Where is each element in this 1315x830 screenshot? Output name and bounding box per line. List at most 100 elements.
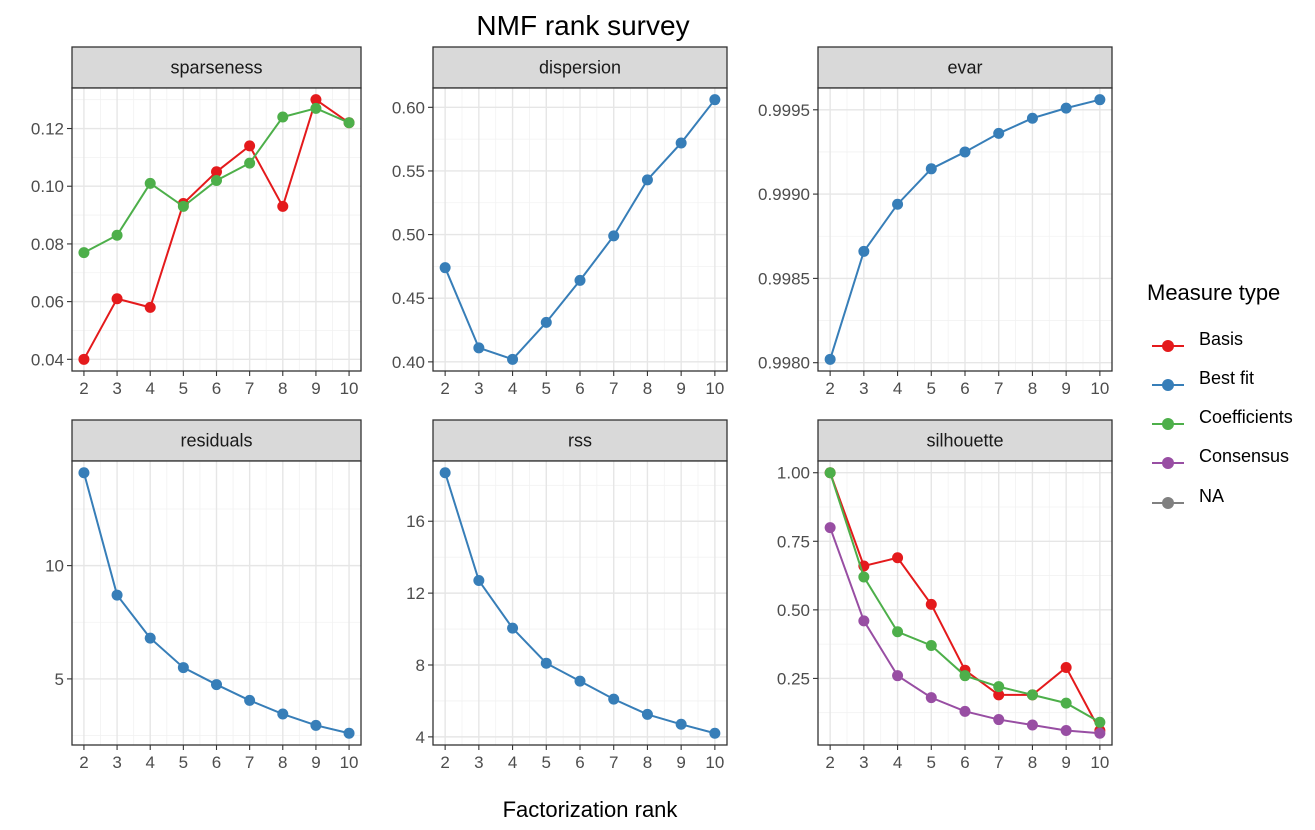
x-tick-label: 7 (994, 379, 1003, 398)
data-point-best-fit (709, 94, 721, 106)
series-best-fit (439, 94, 721, 365)
legend-item-coefficients: Coefficients (1152, 407, 1293, 430)
x-tick-label: 10 (340, 753, 359, 772)
strip-evar (817, 46, 1113, 89)
data-point-coefficients (892, 626, 904, 638)
data-point-best-fit (892, 198, 904, 210)
data-point-coefficients (310, 102, 322, 114)
y-tick-label: 16 (406, 512, 425, 531)
data-point-best-fit (608, 693, 620, 705)
data-point-coefficients (343, 117, 355, 129)
x-tick-label: 8 (643, 379, 652, 398)
panel-silhouette: silhouette 2 3 4 5 6 7 8 9 10 0.25 0.50 0.75 1.00 (777, 419, 1113, 772)
data-point-coefficients (277, 111, 289, 123)
data-point-coefficients (1094, 716, 1106, 728)
x-tick-label: 6 (960, 753, 969, 772)
data-point-coefficients (177, 200, 189, 212)
data-point-coefficients (824, 467, 836, 479)
x-tick-label: 5 (927, 753, 936, 772)
legend-label-best-fit: Best fit (1199, 368, 1254, 388)
x-tick-label: 5 (542, 379, 551, 398)
legend-key-point-na (1162, 497, 1174, 509)
legend-item-best-fit: Best fit (1152, 368, 1254, 391)
data-point-best-fit (858, 245, 870, 257)
data-point-basis (111, 293, 123, 305)
series-consensus (824, 522, 1106, 739)
data-point-basis (925, 598, 937, 610)
data-point-consensus (959, 705, 971, 717)
data-point-best-fit (78, 467, 90, 479)
y-tick-label: 0.60 (392, 98, 425, 117)
strip-sparseness (71, 46, 362, 89)
data-point-basis (892, 552, 904, 564)
strip-label-residuals: residuals (180, 431, 252, 451)
data-point-coefficients (925, 640, 937, 652)
x-tick-label: 3 (112, 753, 121, 772)
x-tick-label: 2 (79, 753, 88, 772)
x-tick-label: 9 (311, 753, 320, 772)
data-point-best-fit (244, 694, 256, 706)
x-tick-label: 2 (440, 379, 449, 398)
data-point-consensus (1026, 719, 1038, 731)
y-tick-label: 0.75 (777, 532, 810, 551)
data-point-coefficients (111, 229, 123, 241)
x-tick-label: 2 (440, 753, 449, 772)
x-tick-label: 10 (1090, 379, 1109, 398)
x-tick-label: 3 (474, 753, 483, 772)
x-tick-label: 8 (643, 753, 652, 772)
panel-sparseness: sparseness 2 3 4 5 6 7 8 9 10 0.04 0.06 0.08 0.10 0.12 (31, 46, 362, 398)
y-tick-label: 0.50 (392, 226, 425, 245)
x-tick-label: 4 (893, 753, 902, 772)
y-tick-label: 0.9990 (758, 185, 810, 204)
data-point-best-fit (540, 657, 552, 669)
panel-rss: rss 2 3 4 5 6 7 8 9 10 4 8 12 16 (406, 419, 728, 772)
x-tick-label: 5 (542, 753, 551, 772)
data-point-best-fit (709, 727, 721, 739)
legend-key-point-coefficients (1162, 418, 1174, 430)
series-coefficients (78, 102, 355, 259)
data-point-best-fit (675, 718, 687, 730)
y-tick-label: 8 (416, 656, 425, 675)
y-tick-label: 5 (55, 670, 64, 689)
x-tick-label: 8 (278, 379, 287, 398)
data-point-consensus (858, 615, 870, 627)
strip-label-dispersion: dispersion (539, 58, 621, 78)
x-tick-label: 10 (705, 753, 724, 772)
strip-label-rss: rss (568, 431, 592, 451)
strip-label-evar: evar (947, 58, 982, 78)
x-tick-label: 2 (825, 379, 834, 398)
panel-border (71, 460, 362, 746)
facet-panels: sparseness 2 3 4 5 6 7 8 9 10 0.04 0.06 0.08 0.10 0.12… (31, 46, 1113, 772)
data-point-best-fit (144, 632, 156, 644)
data-point-coefficients (144, 177, 156, 189)
x-tick-label: 9 (676, 379, 685, 398)
data-point-basis (310, 94, 322, 106)
data-point-best-fit (1026, 112, 1038, 124)
strip-silhouette (817, 419, 1113, 462)
data-point-best-fit (1094, 94, 1106, 106)
data-point-consensus (925, 692, 937, 704)
x-tick-label: 4 (508, 379, 517, 398)
legend-key-point-basis (1162, 340, 1174, 352)
data-point-consensus (993, 714, 1005, 726)
data-point-coefficients (959, 670, 971, 682)
x-tick-label: 3 (112, 379, 121, 398)
legend-label-basis: Basis (1199, 329, 1243, 349)
legend-key-point-consensus (1162, 457, 1174, 469)
data-point-best-fit (439, 467, 451, 479)
y-tick-label: 0.9980 (758, 354, 810, 373)
y-tick-label: 0.9995 (758, 101, 810, 120)
y-tick-label: 0.08 (31, 235, 64, 254)
series-best-fit (78, 467, 355, 739)
legend-label-coefficients: Coefficients (1199, 407, 1293, 427)
data-point-coefficients (244, 157, 256, 169)
data-point-best-fit (473, 575, 485, 587)
y-tick-label: 0.45 (392, 289, 425, 308)
series-best-fit (439, 467, 721, 739)
x-tick-label: 10 (1090, 753, 1109, 772)
y-tick-label: 0.55 (392, 162, 425, 181)
panel-border (432, 87, 728, 372)
strip-dispersion (432, 46, 728, 89)
data-point-basis (1060, 661, 1072, 673)
x-tick-label: 6 (212, 379, 221, 398)
